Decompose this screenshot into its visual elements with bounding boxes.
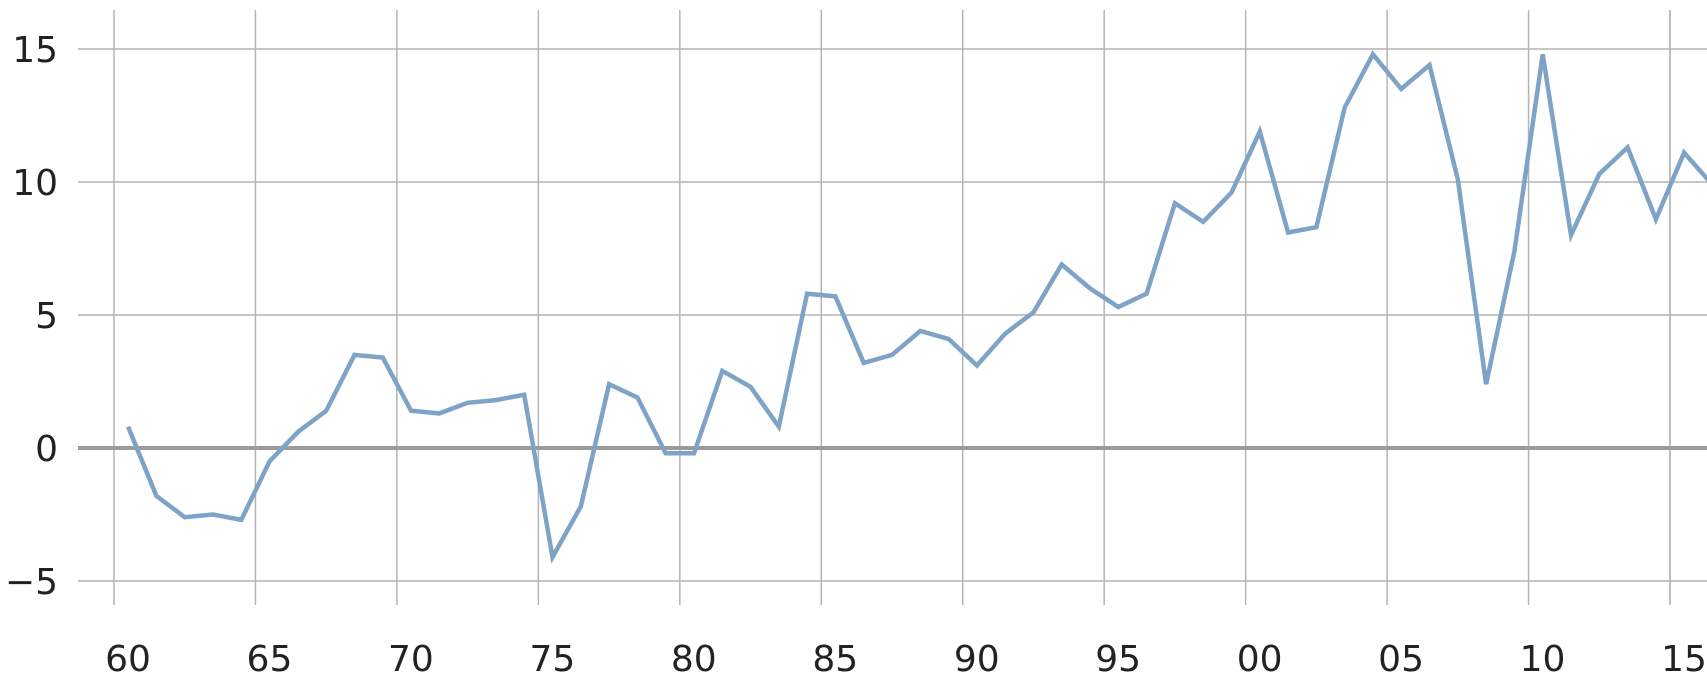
x-tick-label: 95 (1095, 639, 1141, 676)
vertical-gridlines (113, 10, 1671, 605)
x-tick-label: 00 (1237, 639, 1283, 676)
x-tick-label: 75 (529, 639, 575, 676)
x-tick-label: 15 (1661, 639, 1707, 676)
y-tick-label: 10 (12, 163, 58, 204)
y-tick-label: 5 (35, 296, 58, 337)
series-line (126, 50, 1707, 564)
x-tick-label: 80 (671, 639, 717, 676)
x-tick-label: 10 (1520, 639, 1566, 676)
x-tick-label: 90 (954, 639, 1000, 676)
x-axis-tick-labels: 60 65 70 75 80 85 90 95 00 05 10 15 (105, 639, 1707, 676)
y-tick-label: −5 (5, 562, 58, 603)
x-tick-label: 65 (247, 639, 293, 676)
x-tick-label: 70 (388, 639, 434, 676)
x-tick-label: 60 (105, 639, 151, 676)
y-axis-tick-labels: 15 10 5 0 −5 (5, 30, 58, 603)
series-layer (126, 50, 1707, 564)
x-tick-label: 85 (812, 639, 858, 676)
y-tick-label: 0 (35, 429, 58, 470)
horizontal-gridlines (78, 48, 1707, 582)
y-tick-label: 15 (12, 30, 58, 71)
x-tick-label: 05 (1378, 639, 1424, 676)
